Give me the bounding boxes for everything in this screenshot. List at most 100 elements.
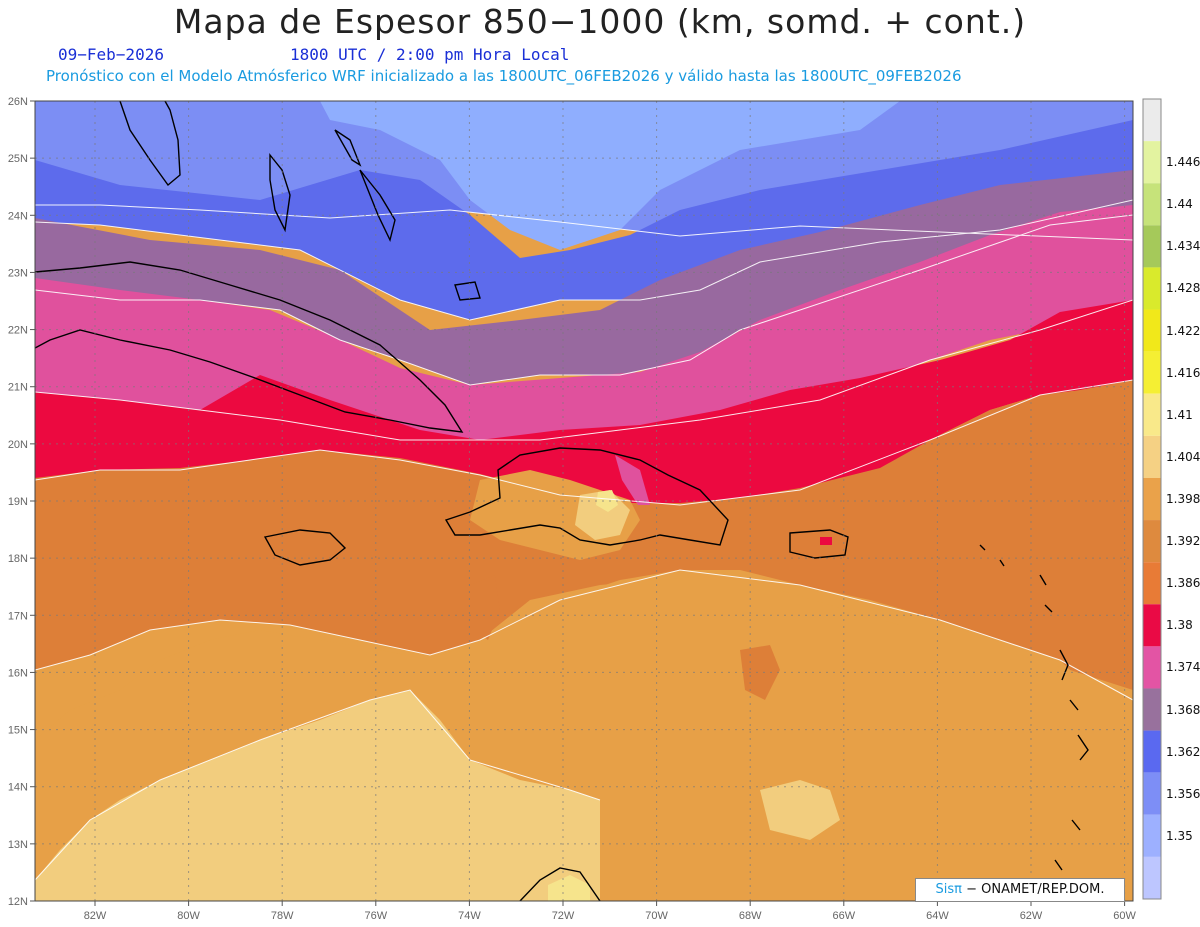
light-blue-region (320, 101, 900, 250)
south-america-coast (519, 867, 601, 901)
lat-label-19N: 19N (8, 496, 28, 508)
purple-region (35, 170, 1133, 385)
map-fill-layers (35, 101, 1133, 901)
credit-box: Sisπ − ONAMET/REP.DOM. (915, 878, 1125, 902)
longitude-axis: 82W 80W 78W 76W 74W 72W 70W 68W 66W 64W 62W 60W (84, 901, 1137, 922)
colorbar-label: 1.368 (1166, 702, 1200, 717)
colorbar-segment (1143, 351, 1161, 394)
contour-lines (35, 199, 1133, 881)
lat-label-12N: 12N (8, 896, 28, 908)
colorbar-label: 1.44 (1166, 197, 1193, 212)
dark-orange-patch-e (740, 645, 780, 700)
colorbar-segment (1143, 393, 1161, 436)
cuba-coast (35, 261, 464, 433)
lon-label-66W: 66W (832, 910, 855, 922)
lat-label-24N: 24N (8, 210, 28, 222)
colorbar-segment (1143, 99, 1161, 142)
colorbar-label: 1.362 (1166, 744, 1200, 759)
red-spot-pr (820, 537, 832, 545)
colorbar-label: 1.35 (1166, 828, 1193, 843)
bahamas-eleuthera (359, 169, 396, 243)
colorbar-label: 1.41 (1166, 407, 1193, 422)
forecast-time: 1800 UTC / 2:00 pm Hora Local (290, 45, 570, 64)
colorbar-label: 1.38 (1166, 618, 1193, 633)
bahamas-inagua (454, 281, 481, 301)
gridlines (35, 101, 1133, 901)
bahamas-abaco (334, 129, 362, 167)
page-title: Mapa de Espesor 850−1000 (km, somd. + co… (173, 2, 1027, 41)
lat-label-15N: 15N (8, 725, 28, 737)
colorbar-label: 1.428 (1166, 281, 1200, 296)
latitude-axis: 26N 25N 24N 23N 22N 21N 20N 19N 18N 17N 16N 15N 14N 1… (8, 96, 35, 908)
red-region (35, 300, 1133, 505)
colorbar-segment (1143, 267, 1161, 310)
colorbar-segment (1143, 477, 1161, 521)
colorbar-segment (1143, 183, 1161, 226)
colorbar-segment (1143, 856, 1161, 899)
lat-label-16N: 16N (8, 667, 28, 679)
lat-label-25N: 25N (8, 153, 28, 165)
colorbar-label: 1.398 (1166, 492, 1200, 506)
colorbar-label: 1.446 (1166, 155, 1200, 170)
lat-label-13N: 13N (8, 839, 28, 851)
lon-label-76W: 76W (364, 910, 387, 922)
lon-label-68W: 68W (739, 910, 762, 922)
lon-label-62W: 62W (1020, 910, 1043, 922)
coastlines (35, 101, 1089, 901)
lon-label-60W: 60W (1113, 910, 1136, 922)
pale-yellow-peak (596, 490, 618, 512)
lon-label-82W: 82W (84, 910, 107, 922)
forecast-date: 09−Feb−2026 (58, 45, 164, 64)
colorbar-label: 1.386 (1166, 576, 1200, 591)
colorbar-label: 1.434 (1166, 239, 1200, 254)
colorbar-segment (1143, 814, 1161, 857)
lat-label-21N: 21N (8, 382, 28, 394)
colorbar-label: 1.416 (1166, 365, 1200, 380)
light-orange-region (35, 690, 600, 901)
bahamas-andros (269, 153, 291, 233)
lat-label-20N: 20N (8, 439, 28, 451)
colorbar-segment (1143, 688, 1161, 731)
hispaniola-coast (444, 447, 729, 546)
credit-brand: Sisπ (935, 882, 962, 897)
florida-coast (119, 101, 181, 187)
puerto-rico-coast (789, 529, 849, 559)
colorbar-segment (1143, 604, 1161, 647)
dark-orange-patch-sw (470, 575, 500, 640)
colorbar-label: 1.422 (1166, 323, 1200, 338)
colorbar-segment (1143, 730, 1161, 773)
lat-label-14N: 14N (8, 782, 28, 794)
colorbar-segment (1143, 520, 1161, 563)
colorbar-segment (1143, 309, 1161, 352)
light-orange-patch-east (760, 780, 840, 840)
colorbar-segment (1143, 435, 1161, 478)
lat-label-22N: 22N (8, 325, 28, 337)
pale-yellow-patch-south (548, 875, 590, 901)
colorbar-label: 1.356 (1166, 786, 1200, 801)
colorbar-segment (1143, 562, 1161, 605)
colorbar (1142, 98, 1162, 900)
colorbar-label: 1.404 (1166, 449, 1200, 464)
lat-label-18N: 18N (8, 553, 28, 565)
lat-label-26N: 26N (8, 96, 28, 108)
jamaica-coast (263, 529, 347, 566)
lon-label-72W: 72W (552, 910, 575, 922)
lat-label-17N: 17N (8, 610, 28, 622)
colorbar-segment (1143, 646, 1161, 689)
lon-label-64W: 64W (926, 910, 949, 922)
colorbar-label: 1.392 (1166, 534, 1200, 549)
lon-label-78W: 78W (271, 910, 294, 922)
lesser-antilles (979, 544, 1089, 871)
dark-orange-jamaica (268, 530, 340, 565)
colorbar-segment (1143, 225, 1161, 268)
credit-text: − ONAMET/REP.DOM. (961, 882, 1105, 897)
colorbar-segment (1143, 141, 1161, 184)
model-info: Pronóstico con el Modelo Atmósferico WRF… (46, 67, 962, 85)
lon-label-80W: 80W (177, 910, 200, 922)
lat-label-23N: 23N (8, 267, 28, 279)
lon-label-70W: 70W (645, 910, 668, 922)
pink-streak (615, 455, 650, 505)
colorbar-label: 1.374 (1166, 660, 1200, 675)
lon-label-74W: 74W (458, 910, 481, 922)
